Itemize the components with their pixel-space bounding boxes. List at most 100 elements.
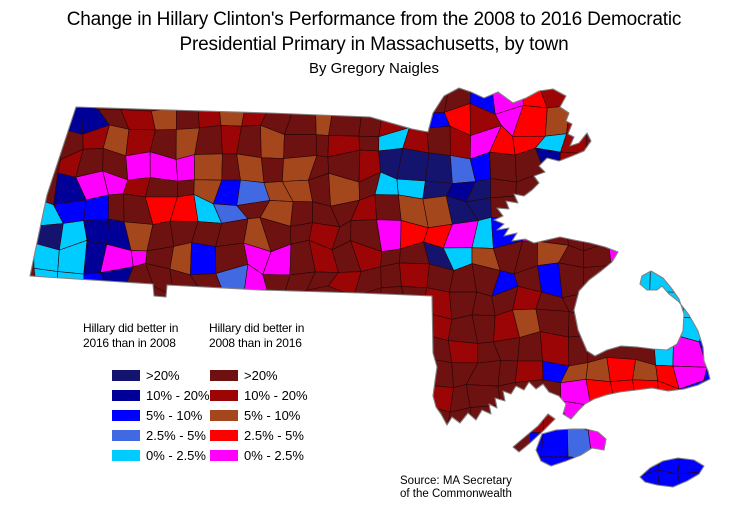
title-line-2: Presidential Primary in Massachusetts, b… bbox=[179, 34, 569, 55]
legend-2016-header-line1: Hillary did better in bbox=[83, 321, 179, 335]
town-cell bbox=[521, 403, 544, 434]
legend-label: 0% - 2.5% bbox=[244, 447, 304, 463]
town-cell bbox=[539, 331, 570, 367]
town-cell bbox=[374, 354, 402, 391]
town-cell bbox=[583, 219, 609, 252]
legend-better-2008: Hillary did better in 2008 than in 2016 … bbox=[209, 321, 359, 465]
state-outlines bbox=[29, 87, 711, 488]
legend-swatch bbox=[112, 429, 140, 441]
town-cell bbox=[397, 354, 432, 391]
town-cell bbox=[401, 286, 428, 320]
town-cell bbox=[374, 332, 399, 363]
town-cell bbox=[425, 152, 453, 184]
legend-label: 5% - 10% bbox=[146, 407, 203, 423]
nantucket-outline bbox=[639, 457, 705, 488]
town-cell bbox=[427, 358, 454, 389]
town-cell bbox=[358, 135, 380, 152]
town-cell bbox=[514, 360, 544, 383]
town-cell bbox=[175, 101, 200, 130]
town-cell bbox=[447, 340, 479, 364]
legend-item: >20% bbox=[83, 365, 233, 385]
town-cell bbox=[426, 125, 451, 156]
legend-swatch bbox=[112, 369, 140, 381]
town-cell bbox=[568, 335, 589, 367]
town-cell bbox=[673, 316, 709, 343]
town-cell bbox=[682, 292, 709, 320]
town-cell bbox=[398, 385, 432, 409]
town-cell bbox=[190, 242, 217, 276]
town-cell bbox=[490, 195, 525, 220]
town-cell bbox=[193, 153, 223, 181]
town-cell bbox=[262, 274, 291, 297]
legend-item: 10% - 20% bbox=[83, 385, 233, 405]
town-cell bbox=[396, 147, 430, 182]
town-cell bbox=[632, 379, 660, 413]
legend-2008-header-line1: Hillary did better in bbox=[209, 321, 305, 335]
legend-item: 2.5% - 5% bbox=[83, 425, 233, 445]
legend-swatch bbox=[210, 389, 238, 401]
legend-label: 10% - 20% bbox=[244, 387, 308, 403]
town-cell bbox=[315, 134, 329, 158]
legend-2016-header-line2: 2016 than in 2008 bbox=[83, 336, 176, 350]
town-cell bbox=[703, 362, 710, 387]
legend-swatch bbox=[112, 389, 140, 401]
town-cell bbox=[698, 318, 710, 343]
town-cell bbox=[514, 379, 544, 405]
town-cell bbox=[374, 385, 402, 409]
town-cell bbox=[522, 218, 538, 242]
town-cell bbox=[194, 125, 223, 155]
title-block: Change in Hillary Clinton's Performance … bbox=[0, 7, 748, 78]
legend-swatch bbox=[112, 409, 140, 421]
town-cell bbox=[399, 262, 430, 289]
legend-swatch bbox=[210, 429, 238, 441]
town-cell bbox=[679, 265, 701, 295]
source-note: Source: MA Secretary of the Commonwealth bbox=[400, 475, 512, 501]
town-cell bbox=[558, 151, 587, 182]
town-cell bbox=[465, 384, 501, 408]
legend-2016-header: Hillary did better in 2016 than in 2008 bbox=[83, 321, 233, 351]
marthas-vineyard-outline bbox=[535, 428, 607, 467]
town-cell bbox=[490, 178, 517, 199]
town-cell bbox=[563, 456, 593, 475]
legend-label: 10% - 20% bbox=[146, 387, 210, 403]
town-cell bbox=[427, 385, 454, 413]
town-cell bbox=[397, 405, 433, 435]
byline: By Gregory Naigles bbox=[308, 60, 440, 77]
town-cell bbox=[108, 193, 125, 223]
legend-2008-header-line2: 2008 than in 2016 bbox=[209, 336, 302, 350]
town-cell bbox=[125, 151, 151, 181]
town-cell bbox=[175, 154, 196, 182]
legend-better-2016: Hillary did better in 2016 than in 2008 … bbox=[83, 321, 233, 465]
town-cell bbox=[656, 469, 683, 487]
town-cell bbox=[144, 177, 179, 198]
legend-item: 5% - 10% bbox=[83, 405, 233, 425]
town-cell bbox=[396, 332, 429, 359]
town-cell bbox=[653, 334, 674, 367]
town-cell bbox=[626, 264, 651, 292]
town-cell bbox=[704, 449, 710, 481]
legend-item: 0% - 2.5% bbox=[209, 445, 359, 465]
town-cell bbox=[33, 267, 59, 298]
town-cell bbox=[697, 293, 710, 320]
town-cell bbox=[380, 262, 402, 289]
legend-label: 2.5% - 5% bbox=[244, 427, 304, 443]
legend-item: 0% - 2.5% bbox=[83, 445, 233, 465]
legend-swatch bbox=[210, 409, 238, 421]
legend-label: 2.5% - 5% bbox=[146, 427, 206, 443]
town-cells bbox=[30, 88, 710, 487]
town-cell bbox=[290, 201, 313, 227]
legend-item: 2.5% - 5% bbox=[209, 425, 359, 445]
source-line-2: of the Commonwealth bbox=[400, 488, 512, 500]
town-cell bbox=[375, 309, 410, 345]
town-cell bbox=[328, 104, 363, 137]
town-cell bbox=[56, 271, 85, 293]
town-cell bbox=[585, 457, 610, 474]
town-cell bbox=[218, 103, 245, 127]
town-cell bbox=[150, 107, 177, 131]
source-line-1: Source: MA Secretary bbox=[400, 475, 512, 487]
elizabeth-islands-outline bbox=[512, 413, 556, 453]
town-cell bbox=[587, 427, 617, 460]
legend-label: 0% - 2.5% bbox=[146, 447, 206, 463]
